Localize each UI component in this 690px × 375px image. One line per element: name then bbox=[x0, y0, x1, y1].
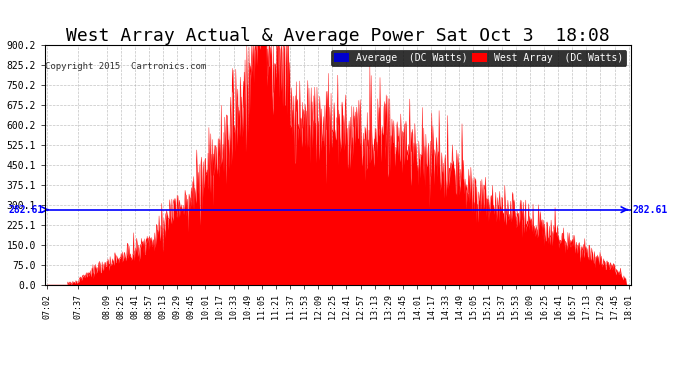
Text: 282.61: 282.61 bbox=[9, 205, 44, 214]
Text: 282.61: 282.61 bbox=[632, 205, 667, 214]
Legend: Average  (DC Watts), West Array  (DC Watts): Average (DC Watts), West Array (DC Watts… bbox=[331, 50, 627, 66]
Title: West Array Actual & Average Power Sat Oct 3  18:08: West Array Actual & Average Power Sat Oc… bbox=[66, 27, 610, 45]
Text: Copyright 2015  Cartronics.com: Copyright 2015 Cartronics.com bbox=[45, 62, 206, 71]
